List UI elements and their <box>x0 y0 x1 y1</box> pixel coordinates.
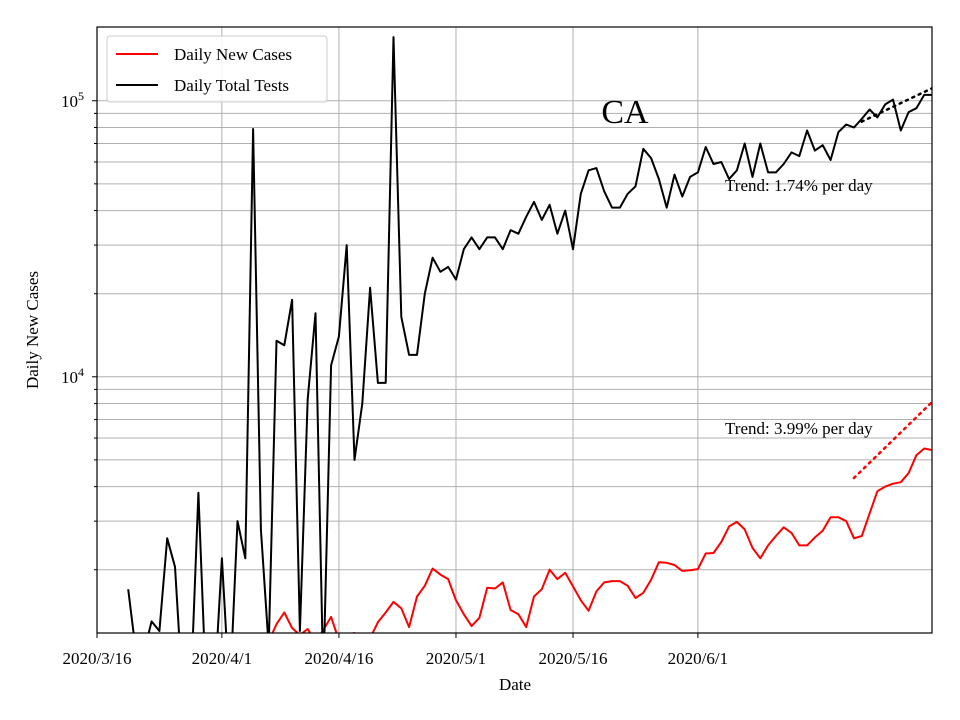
x-tick-label: 2020/5/1 <box>426 649 486 668</box>
y-axis-label: Daily New Cases <box>23 271 42 389</box>
series-lines <box>127 36 932 633</box>
x-tick-label: 2020/5/16 <box>539 649 608 668</box>
axis-ticks: 2020/3/16 2020/4/1 2020/4/16 2020/5/1 2020/5… <box>61 89 728 668</box>
y-tick-label: 104 <box>61 365 84 387</box>
series-line-tests <box>127 36 932 633</box>
legend-label-tests: Daily Total Tests <box>174 76 289 95</box>
legend-box <box>106 35 328 103</box>
trend-lines <box>852 86 932 480</box>
grid <box>96 27 932 633</box>
trend-label-cases: Trend: 3.99% per day <box>725 419 873 438</box>
y-tick-label: 105 <box>61 89 84 111</box>
x-tick-label: 2020/4/16 <box>304 649 373 668</box>
trend-label-tests: Trend: 1.74% per day <box>725 176 873 195</box>
x-tick-label: 2020/6/1 <box>668 649 728 668</box>
x-tick-label: 2020/4/1 <box>192 649 252 668</box>
x-tick-label: 2020/3/16 <box>63 649 132 668</box>
legend: Daily New Cases Daily Total Tests <box>106 35 328 103</box>
trend-line-cases <box>852 400 932 480</box>
chart-title: CA <box>601 94 649 131</box>
plot-frame <box>96 26 933 634</box>
series-line-cases <box>271 447 932 633</box>
legend-label-cases: Daily New Cases <box>174 45 292 64</box>
x-axis-label: Date <box>499 675 531 694</box>
trend-line-tests <box>860 86 932 123</box>
